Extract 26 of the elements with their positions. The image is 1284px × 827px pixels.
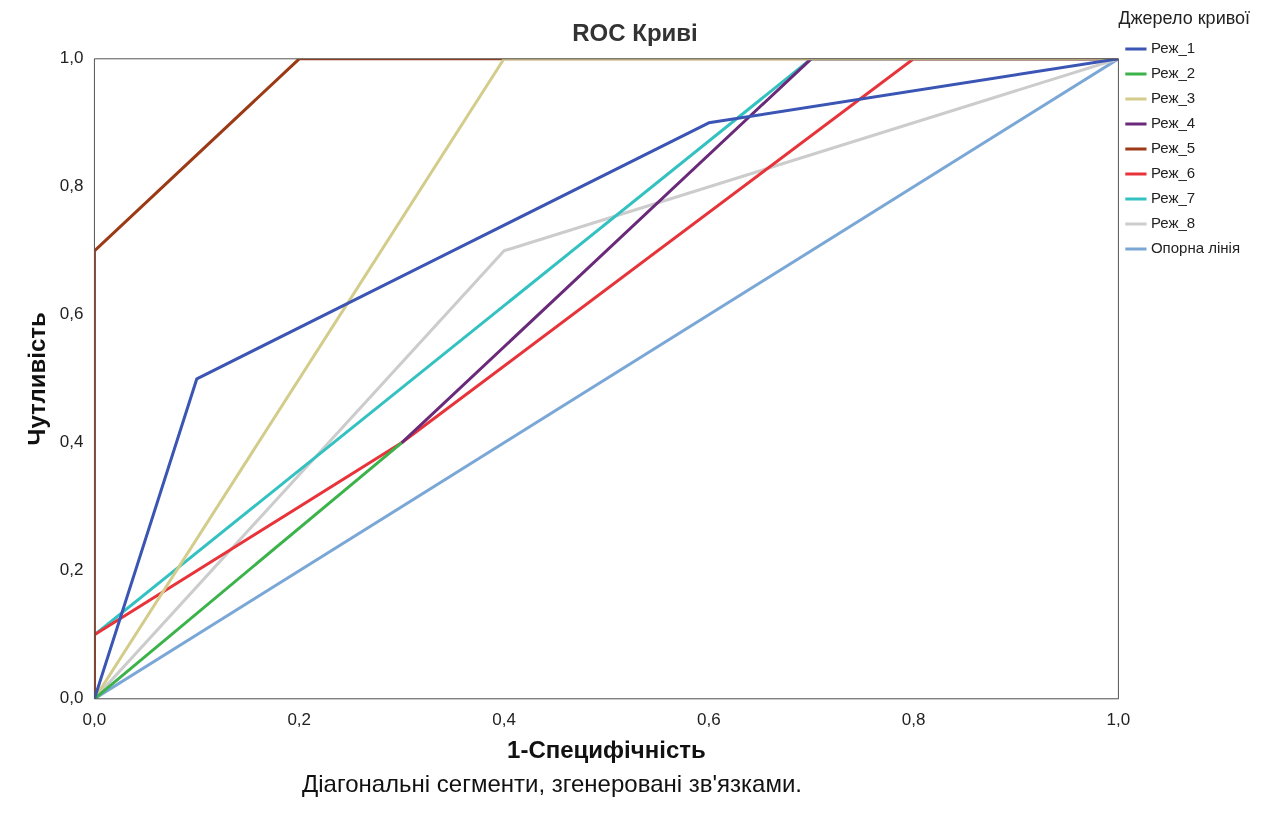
x-tick-label: 0,0 — [82, 709, 107, 729]
legend-title: Джерело кривої — [1118, 7, 1251, 28]
x-tick-label: 1,0 — [1106, 709, 1131, 729]
y-tick-label: 0,0 — [59, 688, 84, 708]
legend-label: Реж_1 — [1150, 39, 1196, 57]
y-tick-label: 0,6 — [59, 304, 84, 324]
legend-label: Реж_3 — [1150, 89, 1196, 107]
legend-label: Реж_2 — [1150, 64, 1196, 82]
x-tick-label: 0,2 — [287, 709, 312, 729]
x-tick-label: 0,4 — [492, 709, 516, 729]
legend-label: Реж_5 — [1150, 139, 1196, 157]
legend-label: Реж_4 — [1150, 114, 1196, 132]
legend-label: Реж_7 — [1150, 189, 1196, 207]
text: Діагональні сегменти, згенеровані зв'язками. — [300, 770, 804, 798]
legend-label: Реж_8 — [1150, 214, 1196, 232]
chart-title: ROC Криві — [572, 19, 698, 47]
y-tick-label: 0,4 — [59, 432, 84, 452]
legend-label: Опорна лінія — [1150, 239, 1240, 257]
legend-label: Реж_6 — [1150, 164, 1196, 182]
y-tick-label: 0,8 — [59, 176, 84, 196]
x-tick-label: 0,6 — [697, 709, 721, 729]
x-tick-label: 0,8 — [901, 709, 926, 729]
y-tick-label: 0,2 — [59, 560, 84, 580]
y-axis-title: Чутливість — [23, 312, 51, 446]
y-tick-label: 1,0 — [59, 48, 84, 68]
x-axis-title: 1-Специфічність — [507, 736, 706, 764]
